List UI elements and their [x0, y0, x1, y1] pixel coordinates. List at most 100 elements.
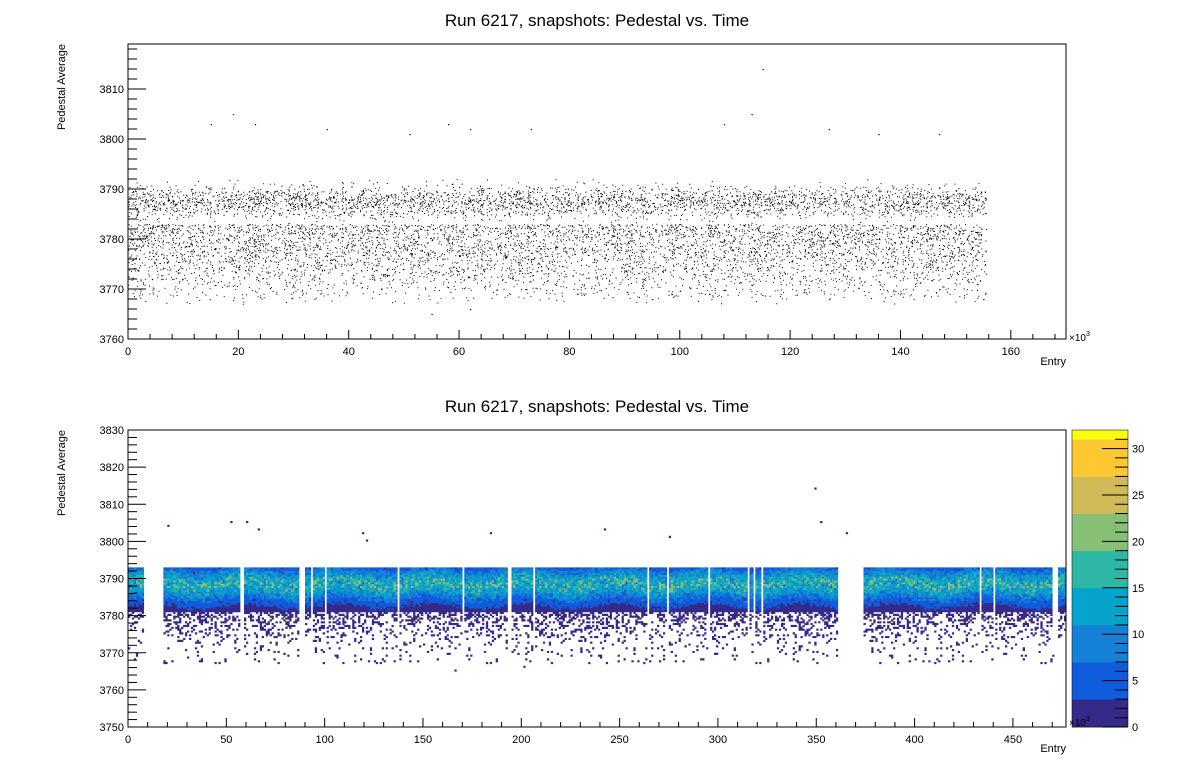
- scatter-outlier-point: [470, 309, 472, 311]
- y-tick-label: 3810: [100, 499, 124, 511]
- colorbar-band: [1072, 550, 1128, 561]
- colorbar-band: [1072, 467, 1128, 477]
- colorbar-band: [1072, 671, 1128, 681]
- y-tick-label: 3750: [100, 722, 124, 734]
- x-tick-label: 20: [232, 346, 244, 358]
- scatter-outlier-point: [470, 129, 472, 131]
- bottom-x-axis-label: Entry: [1040, 743, 1066, 755]
- colorbar-band: [1072, 615, 1128, 626]
- colorbar-band: [1072, 587, 1128, 598]
- top-chart-title: Run 6217, snapshots: Pedestal vs. Time: [445, 11, 749, 30]
- y-tick-label: 3790: [100, 574, 124, 586]
- x-tick-label: 300: [709, 734, 727, 746]
- x-tick-label: 100: [315, 734, 333, 746]
- y-tick-label: 3830: [100, 425, 124, 437]
- colorbar-band: [1072, 513, 1128, 524]
- y-tick-label: 3760: [100, 685, 124, 697]
- scatter-outlier-point: [448, 124, 450, 126]
- colorbar-band: [1072, 699, 1128, 709]
- colorbar-tick-label: 0: [1132, 722, 1138, 734]
- colorbar-band: [1072, 643, 1128, 654]
- bottom-x-exponent: ×103: [1069, 716, 1090, 729]
- colorbar-tick-label: 25: [1132, 490, 1144, 502]
- colorbar-tick-label: 10: [1132, 629, 1144, 641]
- top-x-axis: 0 20 40 60 80 100 120 140 160: [125, 330, 1056, 358]
- x-tick-label: 40: [343, 346, 355, 358]
- scatter-outlier-point: [723, 124, 726, 126]
- top-y-axis: 3760 3770 3780 3790 3800 3810: [100, 48, 146, 346]
- colorbar-tick-label: 15: [1132, 583, 1144, 595]
- x-tick-label: 80: [563, 346, 575, 358]
- y-tick-label: 3770: [100, 284, 124, 296]
- scatter-outlier-point: [939, 134, 941, 136]
- x-tick-label: 450: [1004, 734, 1022, 746]
- scatter-outlier-point: [232, 114, 235, 116]
- heatmap-cell-group: [128, 571, 1067, 596]
- scatter-outlier-point: [652, 299, 654, 301]
- bottom-y-axis: 3750 3760 3770 3780 3790 3800 3810 3820 3830: [100, 425, 146, 734]
- bottom-chart-title: Run 6217, snapshots: Pedestal vs. Time: [445, 397, 749, 416]
- top-plot-frame: [127, 43, 1067, 340]
- x-tick-label: 250: [610, 734, 628, 746]
- y-tick-label: 3800: [100, 134, 124, 146]
- y-tick-label: 3780: [100, 611, 124, 623]
- colorbar-band: [1072, 578, 1128, 589]
- x-tick-label: 120: [781, 346, 799, 358]
- colorbar-band: [1072, 624, 1128, 635]
- colorbar-tick-label: 20: [1132, 536, 1144, 548]
- colorbar-band: [1072, 494, 1128, 505]
- y-tick-label: 3760: [100, 334, 124, 346]
- scatter-point-cloud: [128, 179, 987, 305]
- x-tick-label: 400: [905, 734, 923, 746]
- colorbar-band: [1072, 634, 1128, 644]
- scatter-outlier-point: [983, 299, 985, 301]
- x-tick-label: 0: [125, 346, 131, 358]
- top-y-axis-label: Pedestal Average: [56, 44, 68, 130]
- heatmap-cell-group: [128, 487, 1067, 672]
- colorbar-band: [1072, 532, 1128, 542]
- colorbar-band: [1072, 606, 1128, 617]
- scatter-outlier-point: [431, 314, 433, 316]
- colorbar-band: [1072, 680, 1128, 691]
- scatter-outlier-point: [326, 129, 328, 131]
- top-scatter-points: [128, 69, 987, 316]
- colorbar-band: [1072, 430, 1128, 440]
- x-tick-label: 100: [671, 346, 689, 358]
- top-x-exponent: ×103: [1069, 331, 1090, 344]
- colorbar-band: [1072, 652, 1128, 663]
- bottom-heatmap-cells: [128, 487, 1067, 672]
- scatter-outlier-point: [751, 114, 753, 116]
- bottom-heatmap-panel: Run 6217, snapshots: Pedestal vs. Time 0…: [56, 397, 1144, 755]
- colorbar-band: [1072, 476, 1128, 487]
- colorbar-band: [1072, 559, 1128, 570]
- bottom-x-axis: 0 50 100 150 200 250 300 350 400 450: [125, 718, 1053, 746]
- heatmap-cell-group: [135, 576, 1063, 592]
- bottom-y-axis-label: Pedestal Average: [56, 430, 68, 516]
- scatter-outlier-point: [254, 124, 257, 126]
- y-tick-label: 3810: [100, 84, 124, 96]
- colorbar-band: [1072, 439, 1128, 449]
- x-tick-label: 60: [453, 346, 465, 358]
- heatmap-cell-group: [128, 567, 1067, 603]
- scatter-outlier-point: [878, 134, 880, 136]
- y-tick-label: 3770: [100, 648, 124, 660]
- colorbar-tick-label: 5: [1132, 676, 1138, 688]
- scatter-outlier-point: [530, 129, 532, 131]
- colorbar-band: [1072, 597, 1128, 607]
- x-tick-label: 200: [512, 734, 530, 746]
- colorbar-band: [1072, 689, 1128, 700]
- colorbar-band: [1072, 541, 1128, 552]
- colorbar-band: [1072, 708, 1128, 719]
- x-tick-label: 140: [891, 346, 909, 358]
- scatter-outlier-point: [409, 134, 411, 136]
- y-tick-label: 3780: [100, 234, 124, 246]
- heatmap-cell-group: [128, 567, 1067, 611]
- colorbar-band: [1072, 504, 1128, 514]
- colorbar-band: [1072, 457, 1128, 468]
- color-scale-bar: 0 5 10 15 20 25 30: [1071, 429, 1144, 734]
- y-tick-label: 3790: [100, 184, 124, 196]
- x-tick-label: 50: [220, 734, 232, 746]
- top-scatter-panel: Run 6217, snapshots: Pedestal vs. Time 0…: [56, 11, 1090, 368]
- colorbar-band: [1072, 569, 1128, 579]
- x-tick-label: 0: [125, 734, 131, 746]
